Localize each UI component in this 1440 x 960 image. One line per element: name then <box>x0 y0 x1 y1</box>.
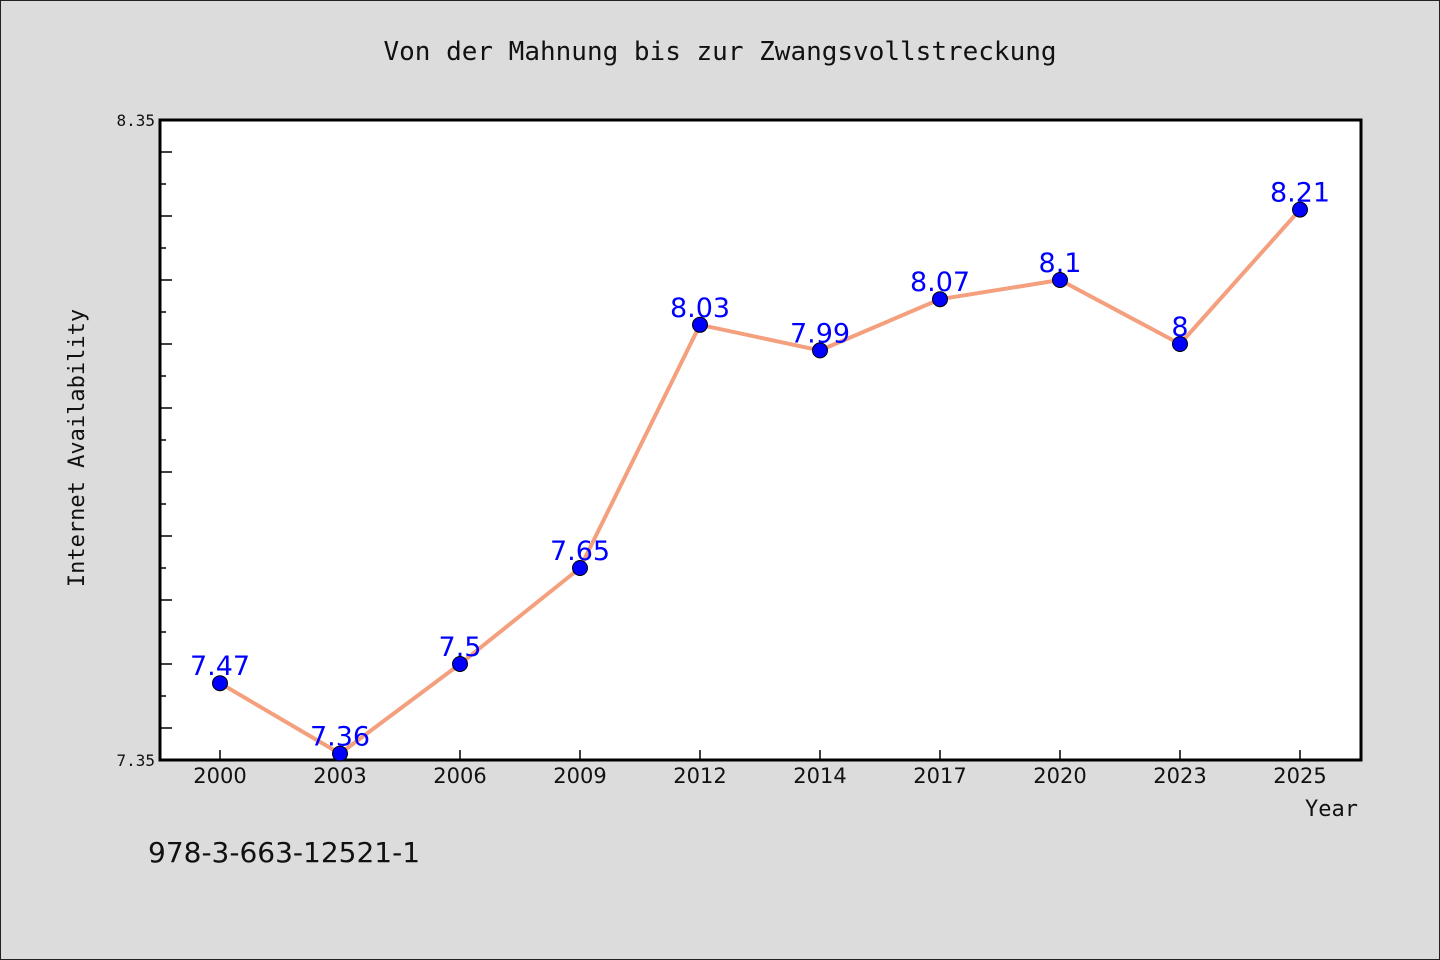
x-tick-label: 2014 <box>793 764 846 788</box>
data-label: 8.03 <box>670 293 730 324</box>
x-tick-label: 2006 <box>433 764 486 788</box>
x-axis-label: Year <box>1305 797 1358 822</box>
data-label: 7.65 <box>550 536 610 567</box>
data-label: 7.36 <box>310 722 370 753</box>
x-tick-label: 2017 <box>913 764 966 788</box>
data-label-layer: 7.47 7.36 7.5 7.65 8.03 7.99 8.07 8.1 8 8.21 <box>190 178 1330 753</box>
data-point <box>812 342 828 359</box>
series-layer <box>212 201 1308 762</box>
data-point <box>212 675 228 692</box>
data-point <box>452 656 468 672</box>
data-label: 8.07 <box>910 267 970 298</box>
isbn-annotation: 978-3-663-12521-1 <box>148 836 420 869</box>
x-tick-label: 2009 <box>553 764 606 788</box>
y-tick-label-max: 8.35 <box>116 111 155 130</box>
data-label: 8.1 <box>1039 248 1082 279</box>
y-axis-label: Internet Availability <box>65 309 90 587</box>
series-line <box>218 208 1302 756</box>
x-tick-label: 2023 <box>1153 764 1206 788</box>
data-label: 8.21 <box>1270 178 1330 209</box>
data-label: 7.47 <box>190 651 250 682</box>
data-point <box>932 291 948 308</box>
x-tick-label: 2025 <box>1273 764 1326 788</box>
x-tick-label: 2000 <box>193 764 246 788</box>
data-point <box>572 560 588 576</box>
x-tick-label: 2020 <box>1033 764 1086 788</box>
plot-area <box>158 118 1363 762</box>
data-point <box>1292 201 1308 218</box>
data-point <box>332 745 348 762</box>
x-axis-ticks: 2000 2003 2006 2009 2012 2014 2017 2020 2023 2025 <box>193 750 1327 788</box>
chart-title: Von der Mahnung bis zur Zwangsvollstreck… <box>383 37 1056 67</box>
data-point <box>1172 336 1188 352</box>
data-label: 7.5 <box>439 632 482 663</box>
x-tick-label: 2012 <box>673 764 726 788</box>
y-tick-label-min: 7.35 <box>116 751 155 770</box>
y-axis-ticks <box>160 119 172 761</box>
x-tick-label: 2003 <box>313 764 366 788</box>
data-point <box>1052 272 1068 288</box>
data-label: 7.99 <box>790 318 850 349</box>
data-point <box>692 316 708 333</box>
data-label: 8 <box>1171 312 1188 343</box>
